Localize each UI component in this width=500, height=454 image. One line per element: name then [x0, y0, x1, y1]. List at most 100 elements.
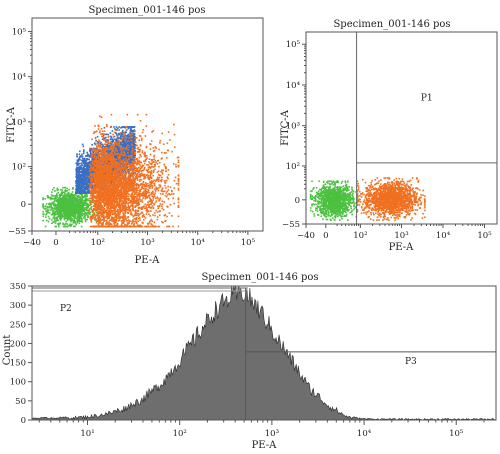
p1-dot — [87, 168, 90, 171]
p1-dot — [73, 218, 76, 220]
p1-dot — [132, 150, 135, 153]
p1-dot — [86, 199, 88, 202]
p1-dot — [85, 183, 88, 185]
p1-dot — [89, 152, 92, 154]
p1-dot — [55, 205, 57, 207]
p1-dot — [85, 170, 87, 173]
p1-dot — [67, 218, 70, 220]
p1-dot — [132, 141, 135, 144]
p1-dot — [86, 218, 88, 221]
p1-dot — [69, 204, 72, 207]
p1-dot — [85, 178, 88, 181]
p1-dot — [85, 213, 87, 216]
p1-dot — [85, 207, 87, 209]
p1-dot — [148, 206, 151, 209]
p1-dot — [124, 127, 126, 129]
p1-dot — [81, 183, 83, 185]
p1-dot — [78, 189, 80, 192]
p1-dot — [56, 205, 59, 207]
p1-dot — [102, 134, 105, 136]
p1-dot — [60, 215, 63, 217]
p1-dot — [85, 187, 88, 189]
p1-dot — [80, 217, 82, 219]
p1-dot — [76, 167, 78, 170]
p1-dot — [64, 217, 66, 219]
p1-dot — [83, 169, 86, 172]
p1-dot — [130, 131, 133, 133]
p1-dot — [71, 191, 74, 193]
p1-dot — [128, 141, 131, 144]
p1-dot — [81, 218, 83, 220]
p1-dot — [120, 155, 122, 158]
p1-dot — [116, 137, 118, 140]
p1-dot — [63, 205, 65, 207]
p1-dot — [53, 205, 56, 207]
p1-dot — [70, 197, 72, 199]
p1-dot — [79, 196, 81, 199]
p1-dot — [77, 177, 80, 179]
p1-dot — [80, 210, 82, 213]
p1-dot — [50, 219, 53, 221]
p1-dot — [80, 208, 83, 211]
p1-dot — [69, 198, 71, 201]
p1-dot — [71, 212, 73, 215]
p1-dot — [78, 190, 81, 193]
p1-dot — [76, 164, 79, 166]
p1-dot — [79, 162, 81, 165]
p1-dot — [74, 210, 76, 213]
p1-dot — [87, 162, 89, 164]
p1-dot — [119, 137, 121, 140]
p1-dot — [59, 203, 62, 206]
p1-dot — [79, 220, 82, 222]
p1-dot — [78, 222, 81, 224]
p1-dot — [122, 138, 124, 141]
p1-dot — [78, 170, 81, 172]
p1-dot — [47, 215, 50, 218]
p1-dot — [45, 212, 48, 215]
p1-dot — [48, 206, 50, 209]
p1-dot — [123, 126, 125, 128]
p1-dot — [54, 203, 56, 206]
p1-dot — [50, 213, 53, 216]
p1-dot — [83, 152, 85, 155]
p1-dot — [129, 162, 131, 164]
p1-dot — [48, 205, 51, 208]
p1-dot — [56, 217, 59, 219]
p1-dot — [123, 132, 125, 135]
p1-dot — [91, 186, 93, 188]
p1-dot — [119, 158, 121, 160]
p1-dot — [75, 176, 77, 178]
p1-dot — [57, 219, 60, 222]
p1-dot — [91, 157, 94, 160]
p1-dot — [78, 214, 81, 217]
p1-dot — [67, 200, 70, 203]
p1-dot — [88, 189, 91, 192]
p1-dot — [101, 133, 103, 135]
p1-dot — [126, 154, 129, 156]
p1-dot — [119, 209, 121, 211]
p1-dot — [47, 196, 50, 199]
p1-dot — [65, 216, 67, 218]
p1-dot — [130, 141, 132, 144]
p1-dot — [78, 206, 81, 208]
p1-dot — [123, 141, 126, 144]
p1-dot — [60, 197, 62, 200]
p1-dot — [128, 138, 131, 141]
p1-dot — [125, 139, 128, 141]
p1-dot — [86, 151, 88, 154]
p1-dot — [65, 202, 68, 204]
p1-dot — [96, 158, 99, 160]
p1-dot — [82, 177, 85, 180]
p1-dot — [116, 157, 119, 159]
p1-dot — [153, 195, 156, 198]
p1-dot — [81, 143, 84, 146]
p1-dot — [124, 131, 127, 133]
p1-dot — [128, 140, 131, 142]
p1-dot — [79, 215, 81, 218]
p1-dot — [61, 213, 64, 215]
p1-dot — [44, 198, 47, 200]
p1-dot — [138, 217, 140, 220]
plot1-title: Specimen_001-146 pos — [88, 5, 205, 16]
p1-dot — [87, 186, 89, 189]
p1-dot — [86, 204, 88, 206]
